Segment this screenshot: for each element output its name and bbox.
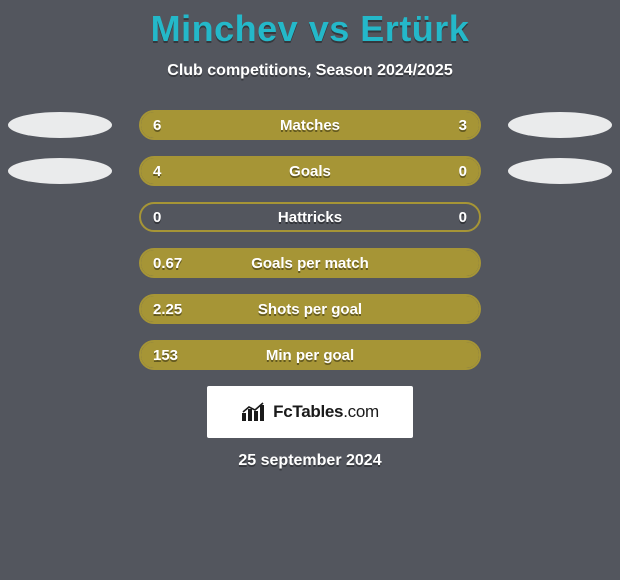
stat-bar: 2.25Shots per goal [139,294,481,324]
player1-name: Minchev [151,8,299,49]
subtitle: Club competitions, Season 2024/2025 [0,62,620,80]
bar-fill-player2 [366,112,479,138]
bar-fill-player1 [141,250,479,276]
stat-row: 153Min per goal [0,340,620,370]
stat-value-player2: 0 [459,204,467,230]
stat-row: 0.67Goals per match [0,248,620,278]
stat-row: 2.25Shots per goal [0,294,620,324]
brand-tld: .com [343,402,379,421]
brand-badge: FcTables.com [207,386,413,438]
stat-label: Hattricks [141,204,479,230]
brand-chart-icon [241,402,267,422]
stat-bar: 40Goals [139,156,481,186]
player2-badge [508,158,612,184]
footer-date: 25 september 2024 [0,452,620,470]
stat-bar: 153Min per goal [139,340,481,370]
player2-name: Ertürk [360,8,469,49]
page-title: Minchev vs Ertürk [0,0,620,50]
vs-label: vs [309,8,350,49]
player1-badge [8,158,112,184]
stat-row: 0 0Hattricks [0,202,620,232]
bar-fill-player1 [141,112,366,138]
brand-name: FcTables [273,402,343,421]
bar-fill-player2 [398,158,479,184]
stat-row: 63Matches [0,110,620,140]
stat-bar: 0 0Hattricks [139,202,481,232]
stats-rows: 63Matches 40Goals 0 0Hattricks 0.67Goals per… [0,110,620,370]
stat-value-player1: 0 [153,204,161,230]
player1-badge [8,112,112,138]
bar-fill-player1 [141,158,398,184]
bar-fill-player1 [141,296,479,322]
stat-bar: 0.67Goals per match [139,248,481,278]
stat-bar: 63Matches [139,110,481,140]
stat-row: 40Goals [0,156,620,186]
player2-badge [508,112,612,138]
brand-text: FcTables.com [273,402,379,422]
bar-fill-player1 [141,342,479,368]
